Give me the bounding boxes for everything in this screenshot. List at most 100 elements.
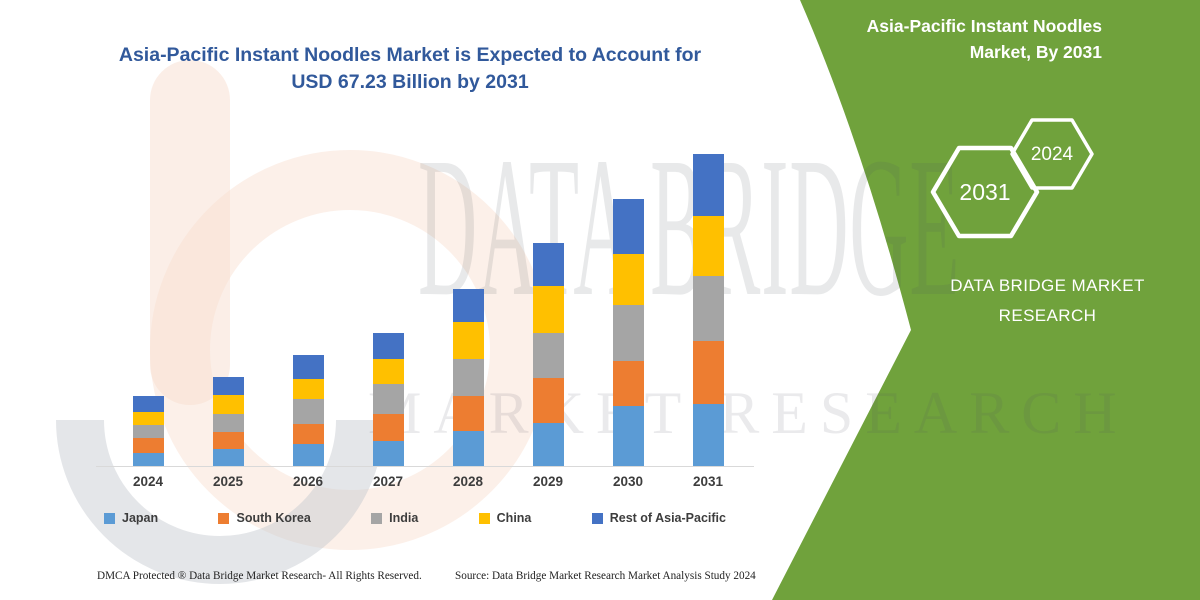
bar-segment-2030-china: [612, 254, 644, 306]
bar-group-2028: [428, 145, 508, 466]
bar-segment-2025-china: [212, 395, 244, 414]
hexagon-2031-label: 2031: [959, 179, 1011, 205]
bar-segment-2024-japan: [132, 453, 164, 466]
bar-segment-2024-rest-of-asia-pacific: [132, 396, 164, 413]
x-axis-label-2024: 2024: [132, 474, 164, 489]
legend-label: Rest of Asia-Pacific: [609, 511, 726, 525]
bar-segment-2027-china: [372, 358, 404, 384]
bar-2024: [132, 396, 164, 466]
chart-title-line2: USD 67.23 Billion by 2031: [291, 71, 529, 93]
footer-source: Source: Data Bridge Market Research Mark…: [455, 570, 756, 582]
hexagon-2031-icon: [930, 145, 1040, 239]
legend-item-rest-of-asia-pacific: Rest of Asia-Pacific: [591, 511, 726, 525]
bar-segment-2028-japan: [452, 431, 484, 466]
bar-segment-2031-india: [692, 275, 724, 341]
x-axis-label-2025: 2025: [212, 474, 244, 489]
bar-segment-2029-south-korea: [532, 377, 564, 423]
legend-label: India: [389, 511, 419, 525]
chart-plot: [108, 145, 748, 466]
bar-segment-2028-india: [452, 359, 484, 397]
bar-2028: [452, 289, 484, 466]
x-axis-label-2028: 2028: [452, 474, 484, 489]
bar-segment-2027-south-korea: [372, 414, 404, 441]
x-axis-label-2026: 2026: [292, 474, 324, 489]
legend-item-india: India: [371, 511, 418, 525]
bar-segment-2029-japan: [532, 422, 564, 466]
watermark-text-secondary: MARKET RESEARCH: [368, 380, 1129, 446]
bar-segment-2028-south-korea: [452, 396, 484, 432]
hexagon-2024-icon: [1010, 118, 1094, 190]
brand-name: DATA BRIDGE MARKET RESEARCH: [905, 271, 1190, 331]
bar-segment-2026-rest-of-asia-pacific: [292, 355, 324, 380]
bar-segment-2027-india: [372, 383, 404, 415]
legend-item-china: China: [478, 511, 532, 525]
x-axis-labels: 2024 2025 2026 2027 2028 2029 2030 2031: [108, 474, 748, 489]
bar-segment-2031-china: [692, 215, 724, 276]
bar-segment-2030-japan: [612, 406, 644, 466]
bar-segment-2025-japan: [212, 448, 244, 466]
bar-segment-2030-rest-of-asia-pacific: [612, 199, 644, 255]
logo-bowl-shape: [150, 150, 550, 550]
bar-2026: [292, 355, 324, 466]
x-axis-line: [96, 466, 754, 467]
bar-segment-2029-rest-of-asia-pacific: [532, 242, 564, 286]
bar-segment-2025-india: [212, 413, 244, 432]
bar-segment-2027-japan: [372, 440, 404, 466]
bar-segment-2031-japan: [692, 403, 724, 466]
bar-segment-2025-rest-of-asia-pacific: [212, 377, 244, 396]
bar-group-2030: [588, 145, 668, 466]
bar-segment-2026-japan: [292, 444, 324, 466]
bar-segment-2026-china: [292, 379, 324, 400]
legend-label: Japan: [122, 511, 159, 525]
side-panel-background: [772, 0, 1200, 600]
x-axis-label-2029: 2029: [532, 474, 564, 489]
bar-group-2031: [668, 145, 748, 466]
bar-segment-2029-china: [532, 285, 564, 333]
legend-swatch-icon: [591, 512, 603, 524]
bar-segment-2024-china: [132, 412, 164, 426]
bar-group-2026: [268, 145, 348, 466]
bar-segment-2030-south-korea: [612, 360, 644, 407]
legend-label: South Korea: [236, 511, 311, 525]
bar-group-2025: [188, 145, 268, 466]
bar-group-2027: [348, 145, 428, 466]
legend-label: China: [496, 511, 532, 525]
legend-swatch-icon: [371, 512, 383, 524]
brand-name-line2: RESEARCH: [998, 306, 1097, 325]
bar-segment-2031-south-korea: [692, 340, 724, 404]
bar-segment-2029-india: [532, 332, 564, 378]
bar-2030: [612, 199, 644, 466]
bar-segment-2025-south-korea: [212, 431, 244, 449]
bar-segment-2030-india: [612, 305, 644, 361]
side-panel-title: Asia-Pacific Instant Noodles Market, By …: [830, 13, 1102, 65]
bar-segment-2027-rest-of-asia-pacific: [372, 332, 404, 359]
side-panel-title-line1: Asia-Pacific Instant Noodles: [866, 16, 1102, 36]
chart-title-line1: Asia-Pacific Instant Noodles Market is E…: [118, 44, 702, 66]
bar-group-2029: [508, 145, 588, 466]
legend-swatch-icon: [104, 512, 115, 524]
brand-name-line1: DATA BRIDGE MARKET: [950, 276, 1145, 295]
bar-segment-2024-south-korea: [132, 438, 164, 453]
bar-2029: [532, 242, 564, 466]
bar-group-2024: [108, 145, 188, 466]
legend-item-south-korea: South Korea: [218, 511, 311, 525]
chart-legend: Japan South Korea India China Rest of Asia-P…: [104, 511, 726, 525]
watermark-text-primary: DATA BRIDGE: [418, 117, 961, 338]
side-panel-title-line2: Market, By 2031: [969, 42, 1102, 62]
x-axis-label-2031: 2031: [692, 474, 724, 489]
bar-2031: [692, 153, 724, 466]
legend-swatch-icon: [218, 512, 230, 524]
x-axis-label-2027: 2027: [372, 474, 404, 489]
bar-segment-2026-india: [292, 399, 324, 425]
bar-segment-2026-south-korea: [292, 424, 324, 445]
footer-dmca: DMCA Protected ® Data Bridge Market Rese…: [97, 570, 422, 582]
x-axis-label-2030: 2030: [612, 474, 644, 489]
logo-stem-shape: [150, 60, 230, 405]
bar-segment-2028-china: [452, 322, 484, 360]
logo-swoosh-shape: [56, 419, 384, 584]
chart-title: Asia-Pacific Instant Noodles Market is E…: [60, 42, 760, 96]
bar-segment-2028-rest-of-asia-pacific: [452, 289, 484, 323]
bar-2025: [212, 377, 244, 466]
